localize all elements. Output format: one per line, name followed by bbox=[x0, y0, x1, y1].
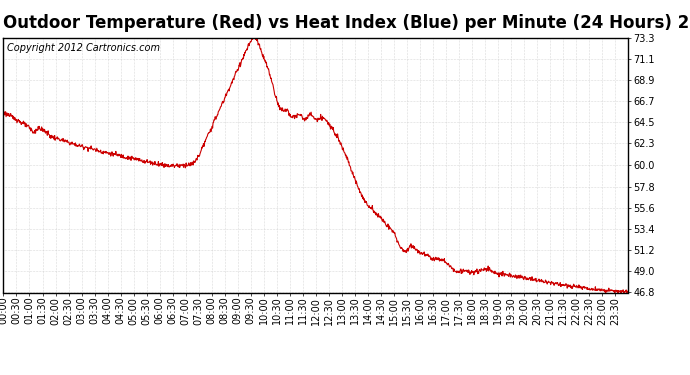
Text: Outdoor Temperature (Red) vs Heat Index (Blue) per Minute (24 Hours) 20120315: Outdoor Temperature (Red) vs Heat Index … bbox=[3, 14, 690, 32]
Text: Copyright 2012 Cartronics.com: Copyright 2012 Cartronics.com bbox=[7, 43, 159, 52]
